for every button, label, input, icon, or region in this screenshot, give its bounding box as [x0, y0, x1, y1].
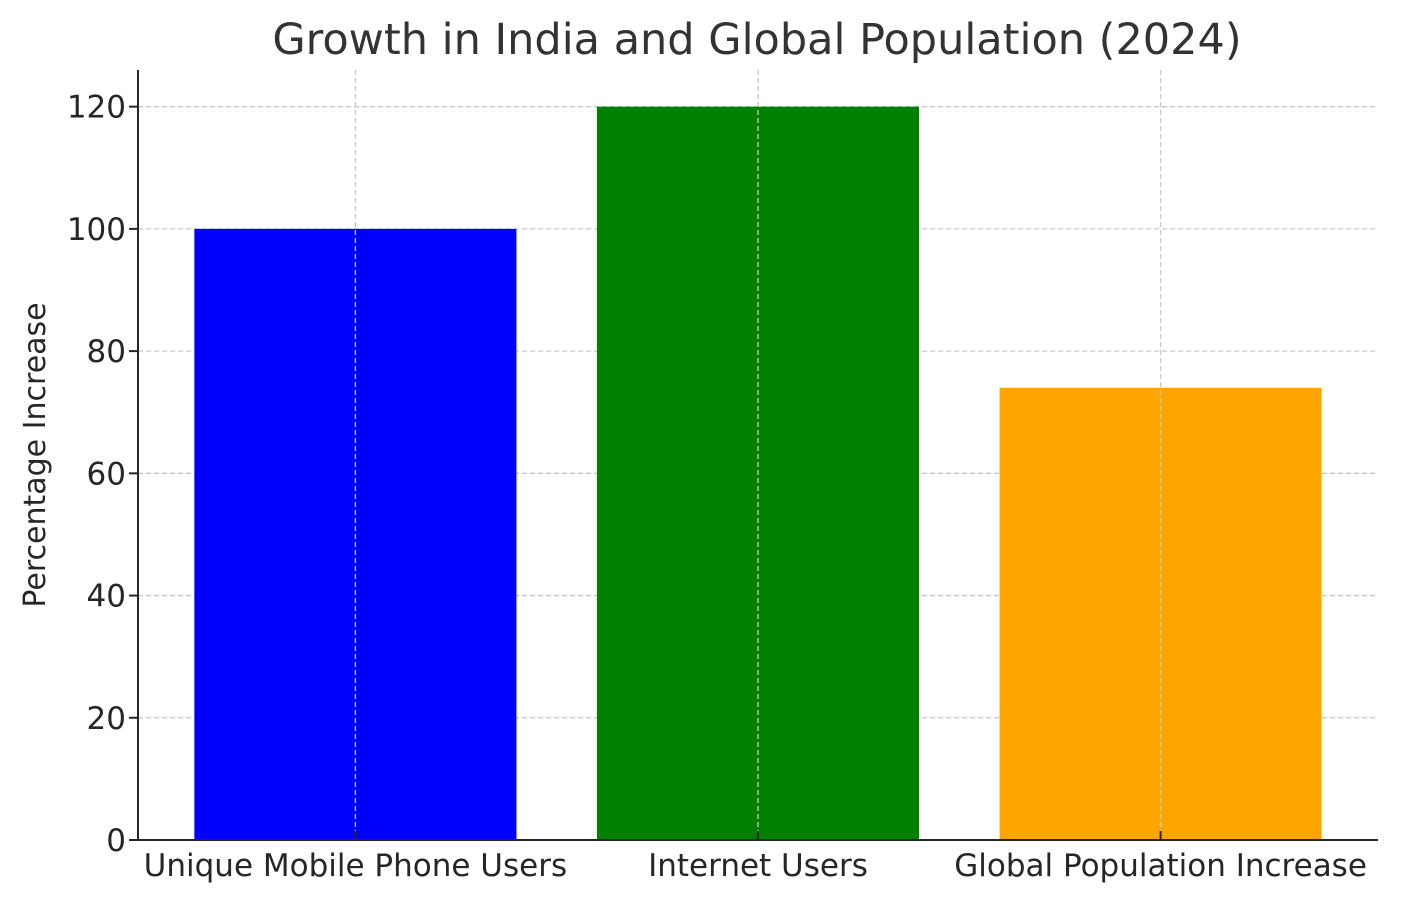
x-tick-label: Unique Mobile Phone Users [144, 848, 567, 884]
y-tick-label: 120 [67, 90, 126, 126]
x-tick-label: Internet Users [648, 848, 868, 884]
x-ticks: Unique Mobile Phone Users Internet Users G… [144, 831, 1367, 884]
y-tick-label: 20 [87, 701, 126, 737]
chart-title: Growth in India and Global Population (2… [272, 15, 1241, 65]
y-ticks: 0 20 40 60 80 100 120 [67, 90, 138, 859]
vertical-grid-lines [354, 70, 1162, 840]
x-tick-label: Global Population Increase [954, 848, 1367, 884]
y-tick-label: 60 [87, 456, 126, 492]
y-axis-label: Percentage Increase [18, 302, 53, 607]
y-tick-label: 80 [87, 334, 126, 370]
y-tick-label: 0 [106, 823, 126, 859]
y-tick-label: 100 [67, 212, 126, 248]
y-tick-label: 40 [87, 579, 126, 615]
